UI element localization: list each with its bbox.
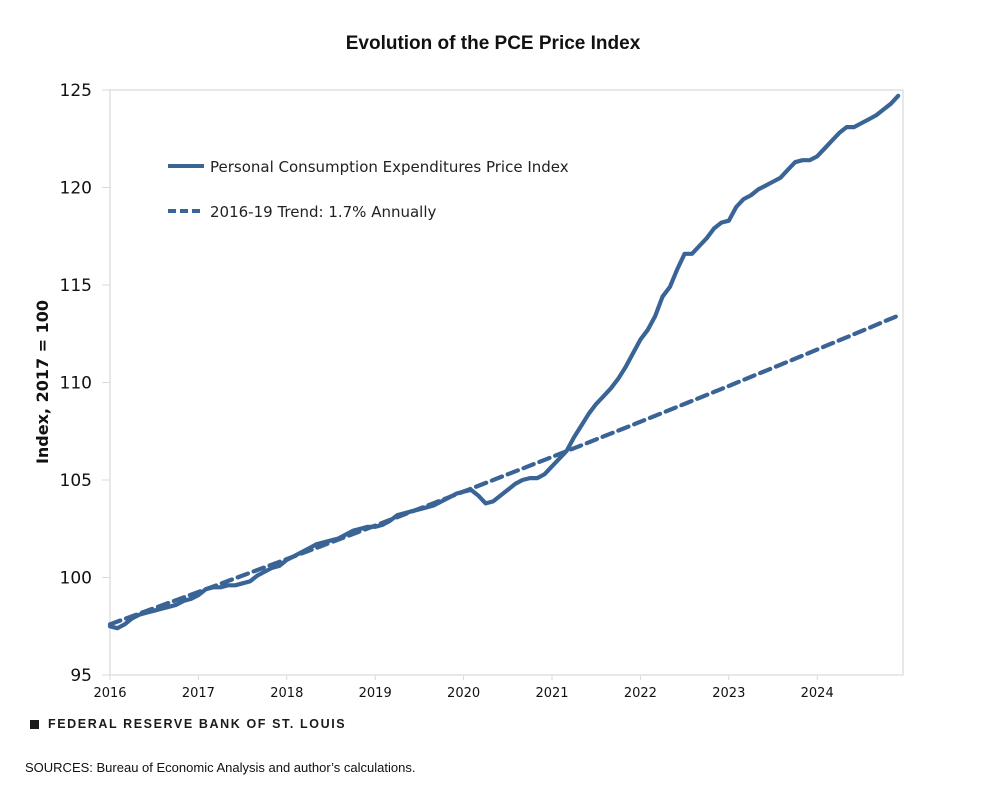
x-tick-label: 2020 xyxy=(447,686,480,701)
x-tick-label: 2018 xyxy=(270,686,303,701)
y-tick-label: 115 xyxy=(60,276,92,296)
x-tick-label: 2022 xyxy=(624,686,657,701)
x-tick-label: 2024 xyxy=(801,686,834,701)
x-tick-label: 2017 xyxy=(182,686,215,701)
chart-title: Evolution of the PCE Price Index xyxy=(345,33,641,54)
x-axis: 2016 2017 2018 2019 2020 2021 2022 2023 2024 xyxy=(93,675,834,701)
brand-name: FEDERAL RESERVE BANK OF ST. LOUIS xyxy=(48,717,347,731)
legend-label-trend: 2016-19 Trend: 1.7% Annually xyxy=(210,203,437,221)
y-tick-label: 100 xyxy=(60,569,92,589)
x-tick-label: 2016 xyxy=(93,686,126,701)
series-layer xyxy=(107,93,901,631)
x-tick-label: 2023 xyxy=(712,686,745,701)
x-tick-label: 2021 xyxy=(535,686,568,701)
x-tick-label: 2019 xyxy=(359,686,392,701)
sources-note: SOURCES: Bureau of Economic Analysis and… xyxy=(25,760,416,775)
pce-line xyxy=(107,93,901,631)
legend: Personal Consumption Expenditures Price … xyxy=(168,158,569,221)
brand-footer: FEDERAL RESERVE BANK OF ST. LOUIS xyxy=(30,717,346,731)
y-axis-title: Index, 2017 = 100 xyxy=(33,300,52,464)
legend-label-pce: Personal Consumption Expenditures Price … xyxy=(210,158,569,176)
y-tick-label: 125 xyxy=(60,81,92,101)
trend-line xyxy=(107,313,901,627)
y-tick-label: 110 xyxy=(60,374,92,394)
y-tick-label: 105 xyxy=(60,471,92,491)
y-tick-label: 95 xyxy=(70,666,92,686)
brand-square-icon xyxy=(30,719,39,729)
y-axis: 95 100 105 110 115 120 125 xyxy=(60,81,110,686)
y-tick-label: 120 xyxy=(60,179,92,199)
